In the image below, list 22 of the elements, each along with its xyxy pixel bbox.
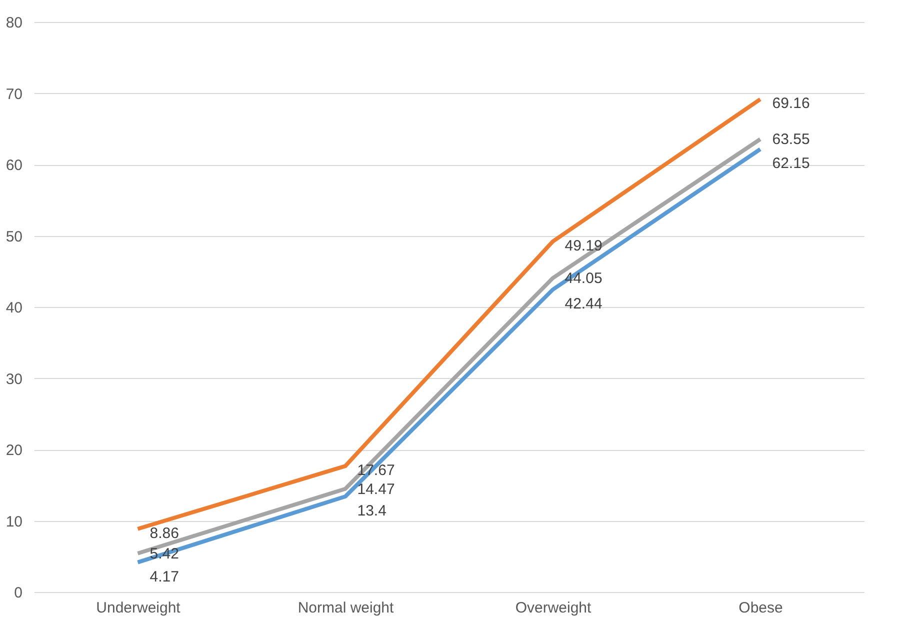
y-tick-label: 60	[6, 157, 22, 174]
data-label: 63.55	[772, 131, 810, 148]
data-label: 14.47	[357, 480, 395, 498]
x-tick-label: Underweight	[96, 600, 182, 616]
y-tick-label: 40	[6, 300, 22, 316]
y-tick-label: 30	[6, 370, 22, 388]
y-tick-label: 50	[6, 228, 22, 246]
data-label: 49.19	[564, 238, 602, 255]
data-label: 8.86	[150, 524, 179, 542]
data-label: 62.15	[772, 155, 810, 172]
y-tick-label: 10	[6, 513, 22, 530]
data-label: 4.17	[150, 568, 179, 586]
data-label: 69.16	[772, 95, 810, 112]
x-tick-label: Normal weight	[298, 600, 395, 616]
data-label: 42.44	[564, 296, 602, 313]
y-tick-label: 0	[14, 584, 22, 602]
x-tick-label: Overweight	[515, 600, 592, 616]
x-tick-label: Obese	[738, 600, 783, 616]
y-tick-label: 80	[6, 14, 22, 32]
data-label: 13.4	[357, 502, 386, 520]
y-tick-label: 70	[6, 86, 22, 103]
y-tick-label: 20	[6, 442, 22, 459]
